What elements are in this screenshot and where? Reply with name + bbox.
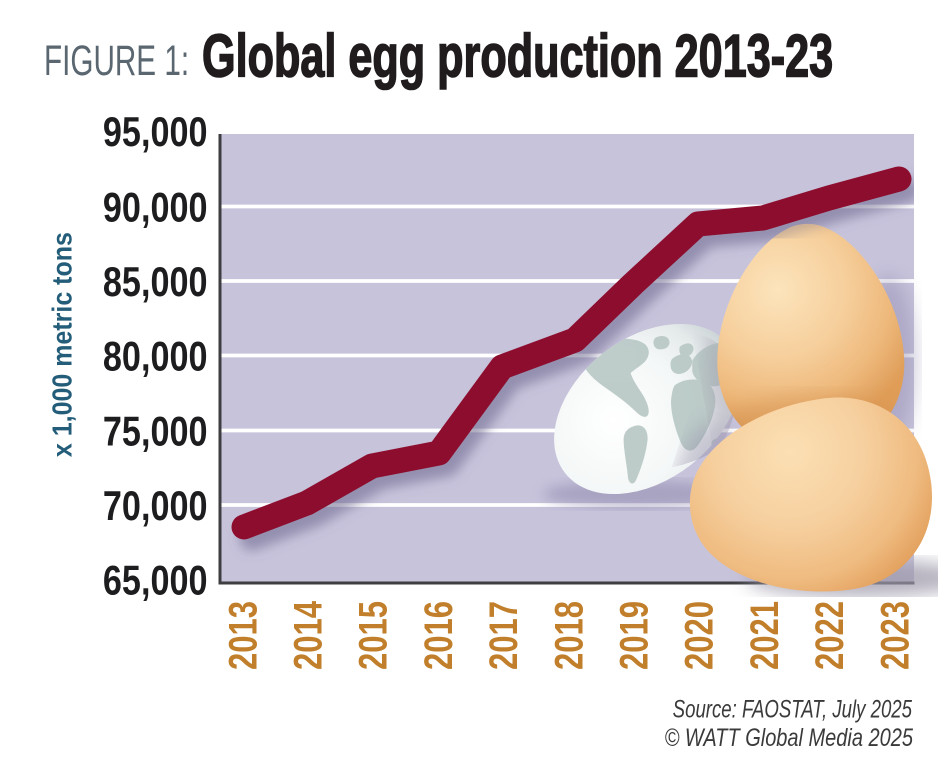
svg-text:2015: 2015 bbox=[351, 601, 396, 670]
svg-text:Global egg production 2013-23: Global egg production 2013-23 bbox=[202, 24, 833, 91]
svg-text:Source: FAOSTAT, July 2025: Source: FAOSTAT, July 2025 bbox=[673, 695, 913, 723]
svg-text:85,000: 85,000 bbox=[103, 259, 208, 306]
svg-text:2018: 2018 bbox=[547, 601, 592, 670]
svg-text:2014: 2014 bbox=[286, 601, 331, 670]
svg-text:95,000: 95,000 bbox=[103, 109, 208, 156]
svg-text:x 1,000 metric tons: x 1,000 metric tons bbox=[46, 232, 78, 457]
svg-text:2020: 2020 bbox=[677, 601, 722, 670]
svg-text:FIGURE 1:: FIGURE 1: bbox=[44, 37, 189, 85]
svg-text:2017: 2017 bbox=[481, 601, 526, 670]
svg-text:75,000: 75,000 bbox=[103, 408, 208, 455]
svg-text:© WATT Global Media 2025: © WATT Global Media 2025 bbox=[665, 724, 914, 752]
svg-text:2021: 2021 bbox=[742, 601, 787, 670]
svg-text:90,000: 90,000 bbox=[103, 184, 208, 231]
svg-text:2013: 2013 bbox=[221, 601, 266, 670]
svg-text:65,000: 65,000 bbox=[103, 557, 208, 604]
svg-text:70,000: 70,000 bbox=[103, 483, 208, 530]
svg-text:2022: 2022 bbox=[807, 601, 852, 670]
svg-text:80,000: 80,000 bbox=[103, 333, 208, 380]
svg-text:2019: 2019 bbox=[612, 601, 657, 670]
svg-text:2016: 2016 bbox=[416, 601, 461, 670]
svg-text:2023: 2023 bbox=[873, 601, 918, 670]
